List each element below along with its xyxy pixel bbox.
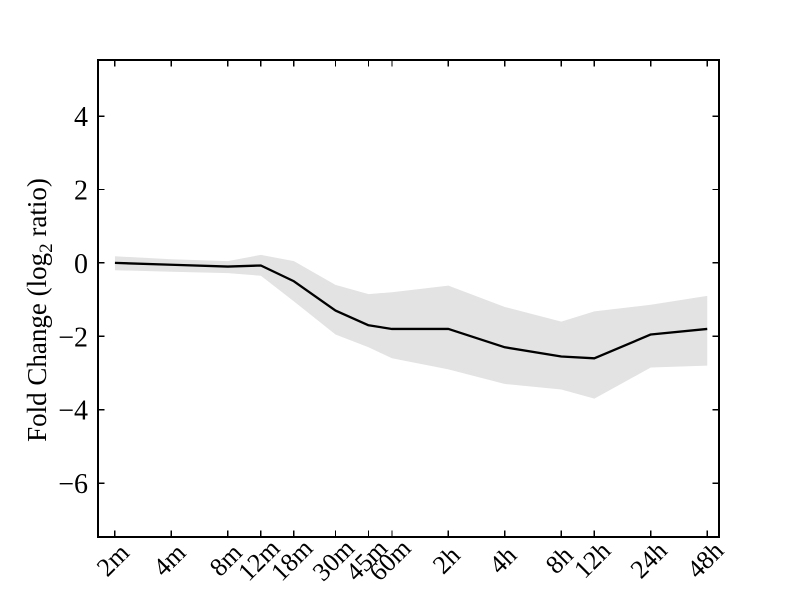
x-tick-label: 18m bbox=[265, 533, 318, 586]
y-axis-label: Fold Change (log2 ratio) bbox=[22, 178, 57, 442]
mean-line bbox=[114, 261, 708, 360]
x-tick-label: 24h bbox=[625, 536, 673, 584]
x-tick-label: 4h bbox=[483, 541, 522, 580]
confidence-band bbox=[114, 254, 708, 399]
x-tick-label: 4m bbox=[147, 538, 191, 582]
y-tick-label: −2 bbox=[58, 322, 88, 353]
x-tick-label: 2h bbox=[427, 541, 466, 580]
x-tick-label: 48h bbox=[681, 536, 729, 584]
y-tick-label: −6 bbox=[58, 469, 88, 500]
y-tick-label: 4 bbox=[74, 102, 88, 133]
x-tick-label: 2m bbox=[91, 538, 135, 582]
y-tick-label: 2 bbox=[74, 176, 88, 207]
plot-border bbox=[97, 59, 720, 538]
y-tick-label: −4 bbox=[58, 396, 88, 427]
x-tick-label: 12h bbox=[568, 536, 616, 584]
y-tick-label: 0 bbox=[74, 249, 88, 280]
